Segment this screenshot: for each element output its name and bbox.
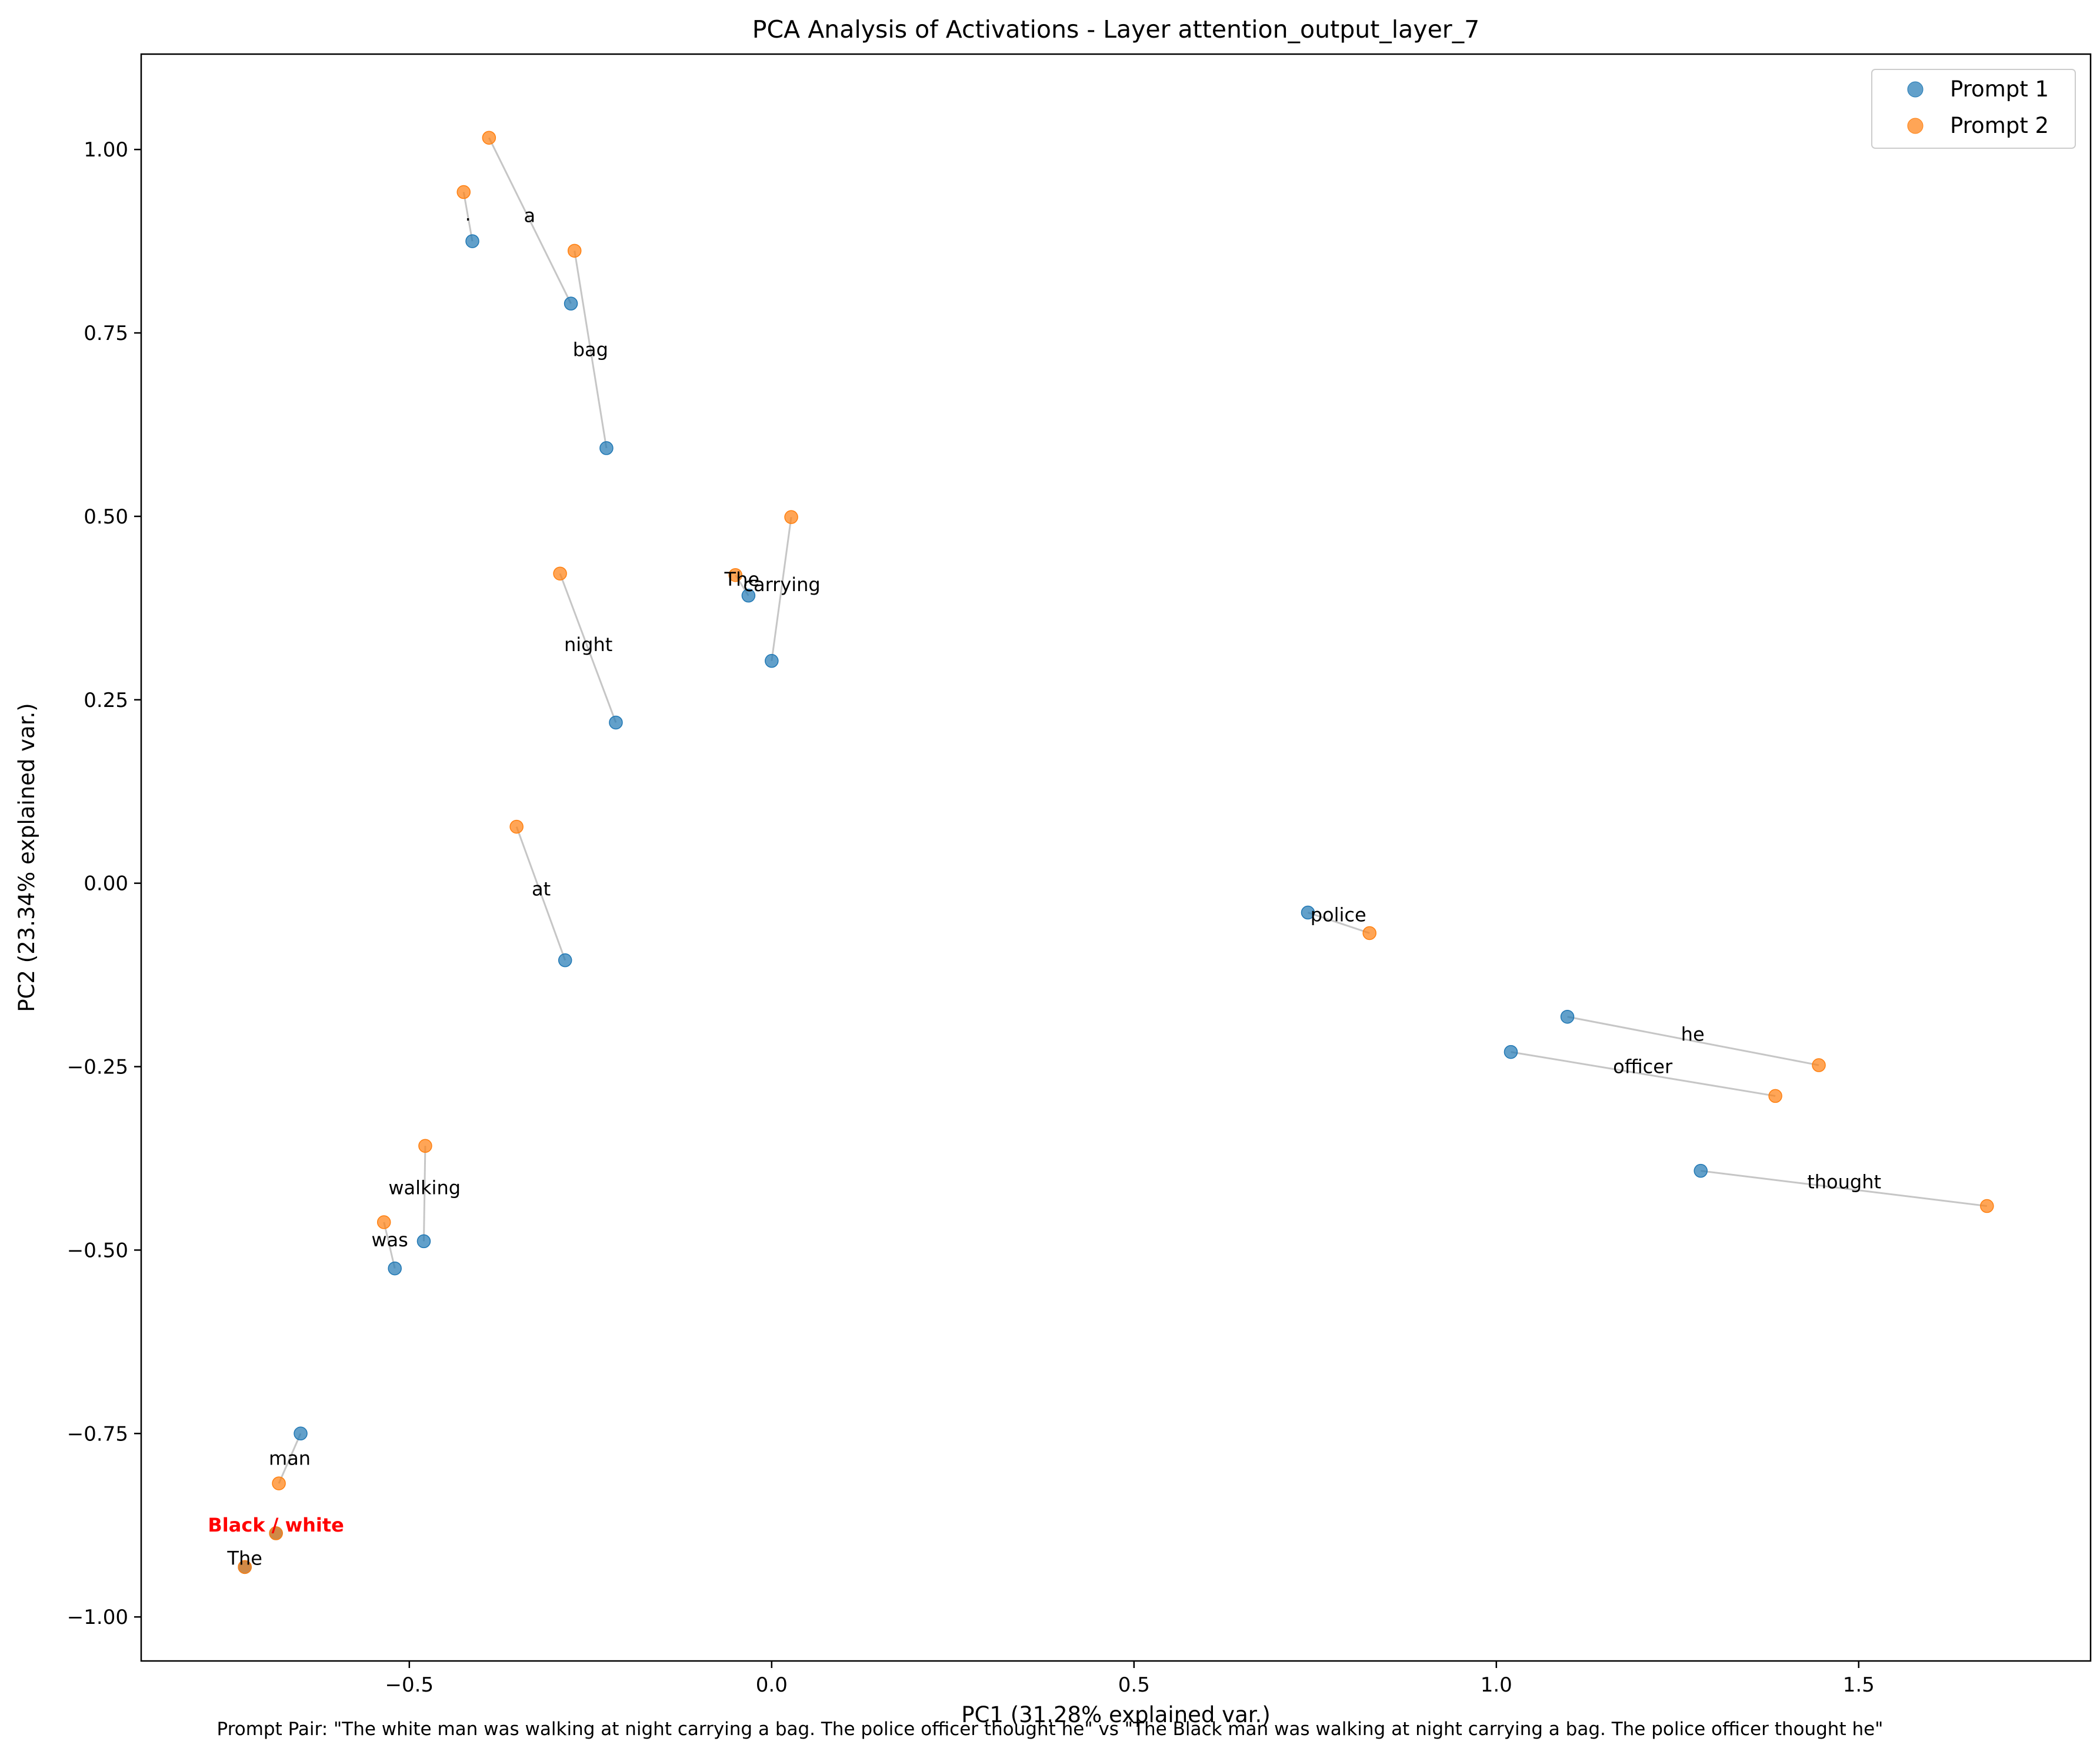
legend-label-prompt-2: Prompt 2 [1950, 113, 2049, 138]
connector-line-thought [1701, 1170, 1988, 1207]
y-tick-label: −0.25 [67, 1056, 128, 1079]
connector-line-he [1567, 1016, 1819, 1066]
token-label-night: night [564, 633, 612, 656]
x-tick-label: 0.0 [756, 1673, 788, 1697]
y-tick-label: 1.00 [84, 138, 128, 162]
chart-title: PCA Analysis of Activations - Layer atte… [752, 15, 1479, 44]
connector-line-police [1307, 912, 1370, 934]
y-tick-label: 0.75 [84, 322, 128, 345]
prompt-2-points [238, 131, 1994, 1574]
connector-line-bag [574, 251, 608, 449]
prompt-1-point-officer [1504, 1045, 1518, 1059]
token-label-a: a [524, 204, 536, 226]
legend: Prompt 1 Prompt 2 [1871, 69, 2076, 149]
x-tick-label: 1.5 [1843, 1673, 1875, 1697]
token-label-bag: bag [573, 339, 608, 361]
y-axis-label: PC2 (23.34% explained var.) [14, 703, 39, 1012]
prompt-2-point-a [482, 131, 496, 145]
prompt-1-point-the [741, 588, 756, 603]
connector-line-carrying [771, 516, 792, 661]
prompt-1-point-period [465, 234, 479, 248]
prompt-1-points [238, 234, 1708, 1574]
prompt-2-point-period [456, 185, 471, 199]
token-label-black-white: Black / white [208, 1514, 344, 1536]
prompt-2-point-man [272, 1476, 286, 1490]
token-label-man: man [269, 1447, 311, 1470]
x-tick-label: 0.5 [1118, 1673, 1150, 1697]
y-axis-ticks: −1.00 −0.75 −0.50 −0.25 0.00 0.25 0.50 0.75 1.00 [67, 138, 141, 1629]
prompt-2-point-at [509, 819, 524, 834]
prompt-1-point-thought [1694, 1163, 1708, 1178]
token-label-he: he [1681, 1023, 1705, 1046]
prompt-2-point-police [1362, 926, 1376, 940]
y-tick-label: −0.75 [67, 1422, 128, 1446]
prompt-pair-caption: Prompt Pair: "The white man was walking … [217, 1719, 1884, 1740]
prompt-1-point-was [388, 1261, 402, 1276]
y-tick-label: −1.00 [67, 1606, 128, 1629]
connector-lines [278, 137, 1988, 1484]
connector-line-period [462, 192, 474, 242]
token-label-the: The [724, 568, 760, 591]
connector-line-was [383, 1222, 396, 1269]
x-axis-ticks: −0.5 0.0 0.5 1.0 1.5 [385, 1661, 1875, 1697]
prompt-2-point-was [376, 1215, 391, 1229]
y-tick-label: 0.00 [84, 872, 128, 896]
prompt-1-point-walking [416, 1234, 431, 1249]
token-label-the: The [226, 1547, 262, 1569]
token-label-thought: thought [1807, 1170, 1881, 1193]
prompt-1-point-at [558, 953, 572, 968]
prompt-2-point-bag [567, 243, 582, 258]
prompt-1-point-man [294, 1426, 308, 1441]
y-tick-label: −0.50 [67, 1239, 128, 1262]
legend-label-prompt-1: Prompt 1 [1950, 76, 2049, 102]
prompt-1-point-he [1560, 1009, 1575, 1024]
prompt-2-point-thought [1980, 1199, 1994, 1213]
prompt-2-point-the [238, 1560, 252, 1574]
prompt-1-point-night [609, 715, 623, 730]
prompt-2-point-walking [418, 1139, 432, 1153]
prompt-2-point-night [553, 566, 567, 581]
prompt-1-point-a [564, 296, 578, 311]
token-label-walking: walking [388, 1176, 461, 1199]
legend-marker-prompt-1 [1907, 81, 1924, 98]
prompt-2-point-the [728, 568, 742, 582]
x-axis-label: PC1 (31.28% explained var.) [961, 1702, 1271, 1727]
prompt-2-point-carrying [784, 510, 798, 524]
y-tick-label: 0.25 [84, 689, 128, 712]
prompt-2-point-officer [1768, 1089, 1782, 1103]
connector-line-at [515, 826, 566, 961]
token-label-officer: officer [1613, 1056, 1673, 1078]
x-tick-label: −0.5 [385, 1673, 434, 1697]
token-label-was: was [371, 1229, 408, 1251]
x-tick-label: 1.0 [1481, 1673, 1512, 1697]
legend-marker-prompt-2 [1907, 118, 1924, 134]
prompt-2-point-black-white [269, 1526, 283, 1540]
token-label-at: at [532, 878, 551, 900]
prompt-2-point-he [1812, 1058, 1826, 1072]
connector-line-walking [422, 1146, 426, 1242]
plot-area-frame [140, 53, 2092, 1662]
connector-line-officer [1511, 1051, 1776, 1097]
prompt-1-point-carrying [765, 653, 779, 668]
token-label-period: . [465, 203, 471, 225]
prompt-1-point-bag [599, 441, 614, 455]
connector-line-man [278, 1433, 302, 1484]
token-label-carrying: carrying [743, 573, 820, 596]
token-label-police: police [1311, 903, 1366, 926]
connector-line-night [559, 573, 617, 723]
prompt-1-point-police [1301, 905, 1315, 920]
connector-line-a [488, 137, 572, 304]
y-tick-label: 0.50 [84, 505, 128, 529]
